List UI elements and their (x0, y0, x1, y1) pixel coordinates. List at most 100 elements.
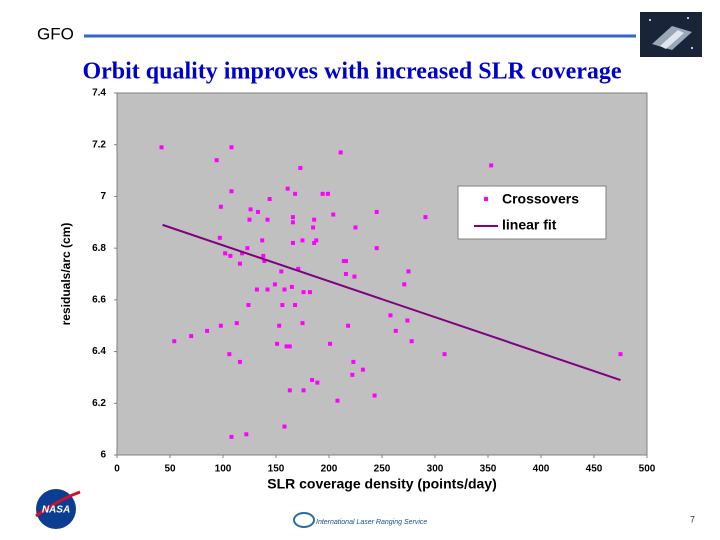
point (290, 240, 295, 245)
point (346, 323, 351, 328)
point (282, 287, 287, 292)
point (328, 341, 333, 346)
point (311, 225, 316, 230)
point (234, 321, 239, 326)
x-tick-label: 500 (639, 464, 656, 475)
point (393, 328, 398, 333)
point (159, 145, 164, 150)
point (388, 313, 393, 318)
nasa-text: NASA (42, 505, 70, 516)
point (341, 259, 346, 264)
point (261, 253, 266, 258)
x-tick-label: 200 (321, 464, 338, 475)
point (335, 398, 340, 403)
legend-swatch (484, 197, 488, 201)
satellite-icon (640, 12, 702, 57)
point (244, 432, 249, 437)
y-tick-label: 6.6 (92, 294, 106, 305)
x-tick-label: 350 (480, 464, 497, 475)
point (285, 186, 290, 191)
y-tick-label: 6.4 (92, 346, 106, 357)
point (372, 393, 377, 398)
point (272, 282, 277, 287)
point (350, 372, 355, 377)
point (338, 150, 343, 155)
point (229, 434, 234, 439)
x-tick-label: 150 (268, 464, 285, 475)
point (280, 303, 285, 308)
point (289, 284, 294, 289)
point (265, 287, 270, 292)
point (290, 220, 295, 225)
point (325, 191, 330, 196)
point (214, 158, 219, 163)
x-tick-label: 50 (164, 464, 176, 475)
point (360, 367, 365, 372)
point (351, 359, 356, 364)
point (293, 303, 298, 308)
point (237, 359, 242, 364)
legend-label: linear fit (502, 217, 557, 233)
x-tick-label: 400 (533, 464, 550, 475)
point (262, 259, 267, 264)
point (301, 388, 306, 393)
point (343, 259, 348, 264)
fit-line (162, 223, 621, 381)
point (374, 246, 379, 251)
legend: Crossovers linear fit (457, 185, 607, 240)
y-tick-label: 7.4 (92, 88, 106, 99)
point (267, 197, 272, 202)
x-tick-label: 450 (586, 464, 603, 475)
point (290, 215, 295, 220)
point (352, 274, 357, 279)
point (240, 251, 245, 256)
point (260, 238, 265, 243)
point (255, 209, 260, 214)
point (237, 261, 242, 266)
point (296, 266, 301, 271)
point (223, 251, 228, 256)
legend-label: Crossovers (502, 191, 579, 207)
point (275, 341, 280, 346)
point (228, 253, 233, 258)
y-tick-label: 6.8 (92, 243, 106, 254)
point (172, 339, 177, 344)
point (300, 321, 305, 326)
point (205, 328, 210, 333)
point (277, 323, 282, 328)
point (315, 380, 320, 385)
point (293, 191, 298, 196)
page-number: 7 (690, 514, 695, 524)
point (301, 290, 306, 295)
point (229, 189, 234, 194)
point (353, 225, 358, 230)
point (282, 424, 287, 429)
point (423, 215, 428, 220)
point (402, 282, 407, 287)
point (227, 352, 232, 357)
point (218, 323, 223, 328)
y-tick-label: 7.2 (92, 139, 106, 150)
nasa-logo: NASA (35, 489, 81, 529)
point (442, 352, 447, 357)
point (331, 212, 336, 217)
legend-box (457, 185, 607, 240)
point (618, 352, 623, 357)
point (248, 207, 253, 212)
ilrs-text: International Laser Ranging Service (316, 519, 427, 526)
y-axis-label: residuals/arc (cm) (59, 223, 73, 326)
y-tick-label: 6 (100, 450, 106, 461)
point (312, 240, 317, 245)
point (189, 334, 194, 339)
point (310, 378, 315, 383)
point (405, 318, 410, 323)
point (374, 209, 379, 214)
y-tick-label: 6.2 (92, 398, 106, 409)
x-tick-label: 100 (215, 464, 232, 475)
ilrs-logo: International Laser Ranging Service (293, 512, 427, 528)
point (229, 145, 234, 150)
point (300, 238, 305, 243)
point (314, 238, 319, 243)
point (247, 217, 252, 222)
